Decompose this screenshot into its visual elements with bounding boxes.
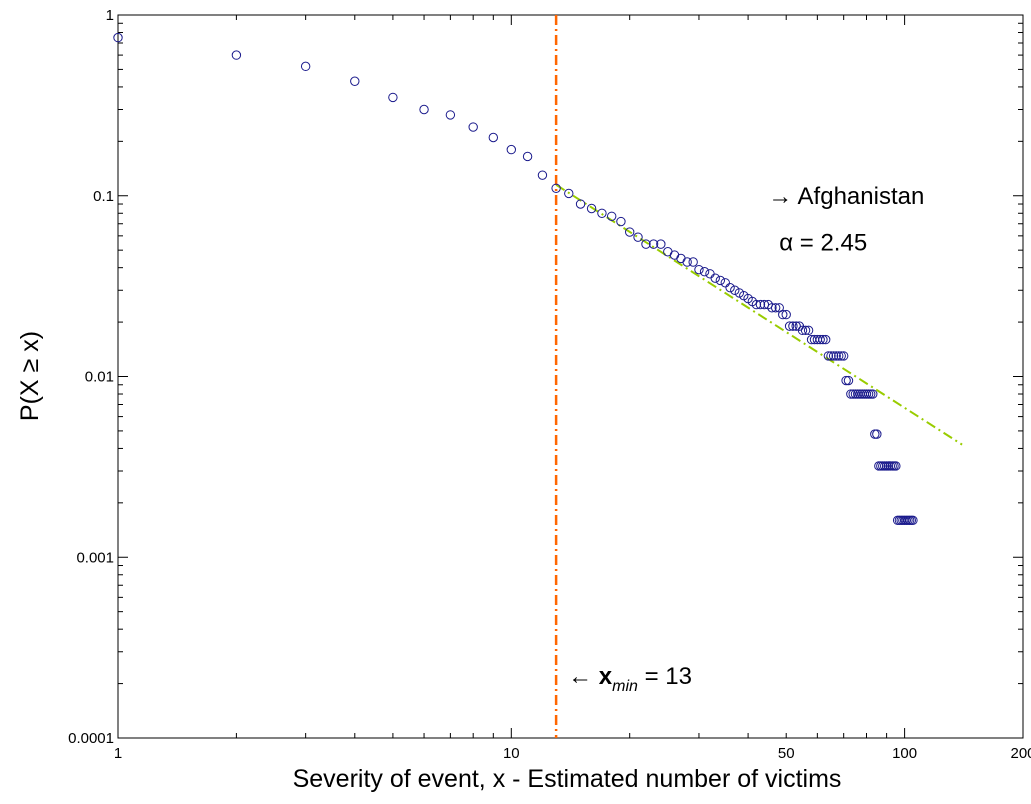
y-tick-label: 0.01 <box>85 369 114 386</box>
y-axis-title: P(X ≥ x) <box>16 331 44 421</box>
data-point <box>791 321 801 331</box>
plot-area <box>117 14 1024 739</box>
data-point <box>300 61 311 72</box>
plot-frame <box>117 14 1024 739</box>
data-point <box>586 203 597 214</box>
xmin-label: ← xmin = 13 <box>568 663 692 695</box>
data-point <box>834 351 844 361</box>
data-point <box>607 211 617 221</box>
data-point <box>488 132 499 143</box>
data-point <box>872 429 882 439</box>
data-point <box>633 232 643 242</box>
data-point <box>468 122 478 132</box>
data-point <box>730 285 740 295</box>
x-tick-label: 10 <box>503 745 520 762</box>
fit-layer <box>554 15 963 738</box>
data-point <box>616 216 626 227</box>
afghanistan-label: → Afghanistan <box>768 183 924 210</box>
data-point <box>699 267 710 277</box>
x-axis-title: Severity of event, x - Estimated number … <box>293 765 842 793</box>
data-point <box>705 269 715 279</box>
data-point <box>828 351 839 361</box>
x-tick-label: 1 <box>114 745 122 762</box>
x-tick-label: 100 <box>892 745 917 762</box>
xmin-subscript: min <box>612 678 638 695</box>
data-point <box>843 375 854 386</box>
data-point <box>767 303 777 313</box>
data-point <box>231 50 242 60</box>
data-point <box>818 334 828 345</box>
left-arrow-icon: ← <box>568 663 599 690</box>
data-point <box>908 515 918 526</box>
data-point <box>648 239 659 249</box>
data-point <box>861 389 872 399</box>
data-point <box>778 309 788 320</box>
data-point <box>113 32 123 43</box>
data-point <box>715 275 726 286</box>
data-point <box>641 239 651 249</box>
data-point <box>350 76 360 86</box>
data-point <box>797 325 808 336</box>
country-name: Afghanistan <box>798 183 925 210</box>
data-point <box>755 299 766 310</box>
y-tick-label: 1 <box>106 7 114 24</box>
data-point <box>891 461 901 471</box>
data-points <box>113 32 918 526</box>
data-point <box>823 351 834 361</box>
data-point <box>564 188 574 199</box>
data-point <box>836 351 846 361</box>
y-tick-label: 0.0001 <box>68 730 114 747</box>
data-point <box>506 144 517 155</box>
data-point <box>682 257 692 267</box>
data-point <box>868 389 878 399</box>
data-point <box>781 309 791 320</box>
data-point <box>870 429 880 439</box>
y-tick-label: 0.1 <box>93 188 114 205</box>
data-point <box>803 325 814 336</box>
data-point <box>445 110 456 120</box>
data-point <box>537 170 548 180</box>
data-point <box>770 303 781 313</box>
data-point <box>710 273 720 283</box>
data-point <box>575 199 586 209</box>
xmin-value: = 13 <box>638 663 692 690</box>
data-point <box>522 151 533 162</box>
data-point <box>720 278 730 288</box>
data-point <box>419 104 429 115</box>
data-point <box>624 227 635 237</box>
y-tick-label: 0.001 <box>76 549 114 566</box>
fit-line <box>555 183 963 446</box>
data-point <box>669 250 680 260</box>
data-point <box>788 321 798 331</box>
alpha-label: α = 2.45 <box>779 230 867 257</box>
data-point <box>826 351 836 361</box>
x-tick-label: 50 <box>778 745 795 762</box>
data-point <box>694 264 704 275</box>
data-point <box>815 334 825 345</box>
data-point <box>848 389 858 399</box>
data-point <box>800 325 811 336</box>
data-point <box>688 257 698 267</box>
data-point <box>676 253 686 264</box>
data-point <box>820 334 831 345</box>
right-arrow-icon: → <box>768 183 797 210</box>
annotations: → Afghanistan α = 2.45 ← xmin = 13 <box>568 183 924 695</box>
data-point <box>725 282 735 293</box>
data-point <box>784 321 795 331</box>
x-tick-label: 200 <box>1010 745 1031 762</box>
data-point <box>846 389 856 399</box>
data-point <box>838 351 849 361</box>
axis-ticks: 1 10 50 100 200 0.0001 0.001 0.01 0.1 1 <box>68 7 1031 762</box>
data-point <box>388 92 398 103</box>
data-point <box>551 183 561 193</box>
data-point <box>831 351 841 361</box>
data-point <box>656 239 666 249</box>
xmin-symbol: x <box>599 663 613 690</box>
data-point <box>597 208 607 218</box>
data-point <box>841 375 851 386</box>
